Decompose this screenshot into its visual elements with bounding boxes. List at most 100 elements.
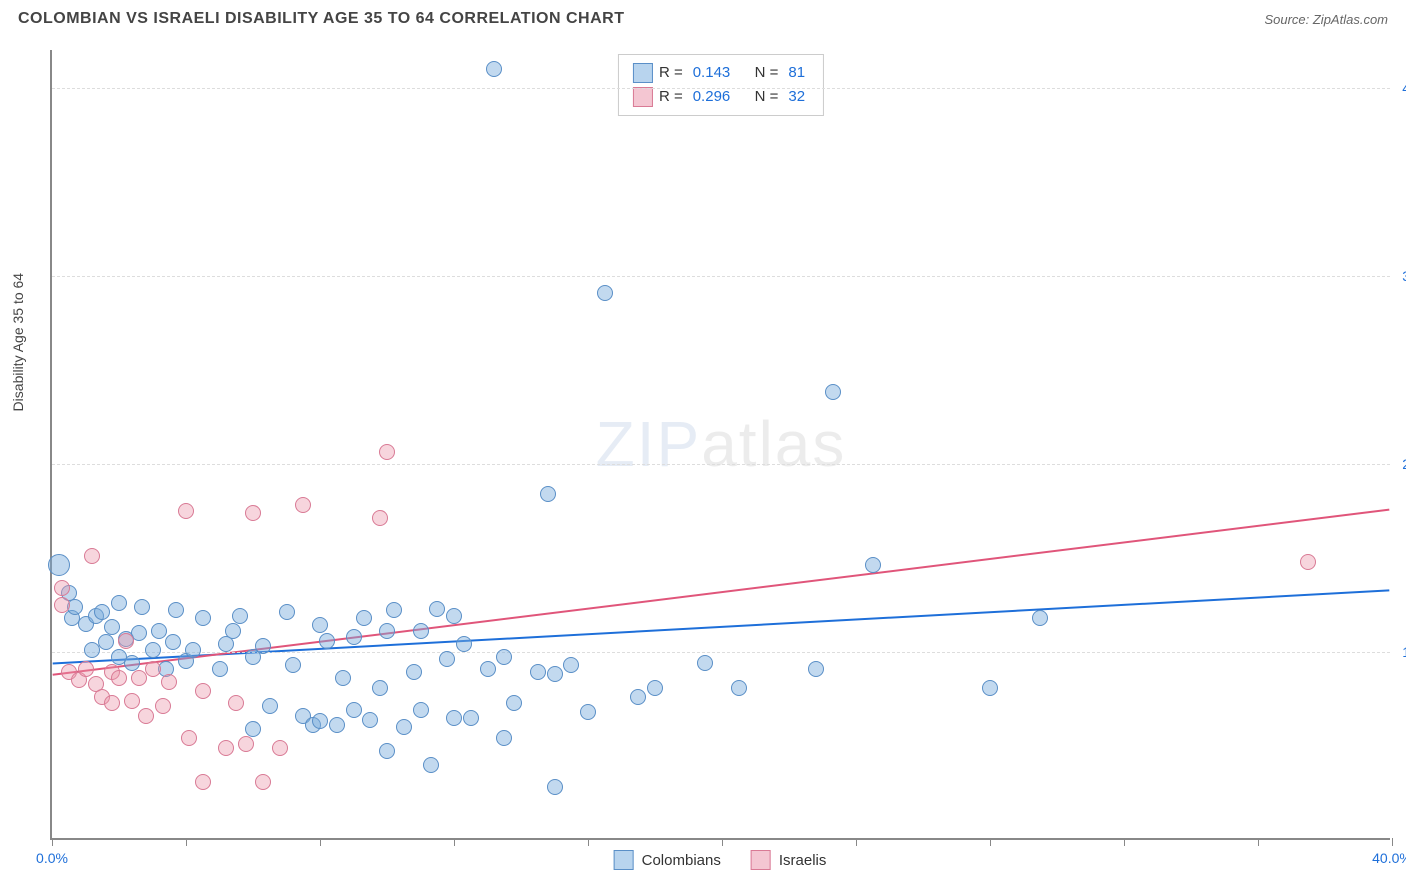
data-point	[346, 629, 362, 645]
data-point	[124, 693, 140, 709]
trend-lines	[52, 50, 1390, 838]
data-point	[356, 610, 372, 626]
data-point	[178, 503, 194, 519]
data-point	[429, 601, 445, 617]
data-point	[279, 604, 295, 620]
data-point	[168, 602, 184, 618]
data-point	[84, 548, 100, 564]
data-point	[145, 661, 161, 677]
chart-title: COLOMBIAN VS ISRAELI DISABILITY AGE 35 T…	[18, 10, 624, 28]
data-point	[630, 689, 646, 705]
xtick-label: 40.0%	[1372, 850, 1406, 866]
xtick	[52, 838, 53, 846]
data-point	[225, 623, 241, 639]
data-point	[67, 599, 83, 615]
data-point	[145, 642, 161, 658]
data-point	[446, 710, 462, 726]
data-point	[218, 740, 234, 756]
data-point	[647, 680, 663, 696]
data-point	[48, 554, 70, 576]
data-point	[78, 661, 94, 677]
data-point	[496, 649, 512, 665]
data-point	[285, 657, 301, 673]
data-point	[165, 634, 181, 650]
data-point	[456, 636, 472, 652]
data-point	[312, 713, 328, 729]
xtick	[722, 838, 723, 846]
data-point	[195, 683, 211, 699]
legend-label: Colombians	[642, 852, 721, 869]
ytick-label: 10.0%	[1402, 644, 1406, 660]
ytick-label: 20.0%	[1402, 456, 1406, 472]
data-point	[346, 702, 362, 718]
data-point	[181, 730, 197, 746]
data-point	[161, 674, 177, 690]
data-point	[104, 619, 120, 635]
data-point	[413, 623, 429, 639]
data-point	[865, 557, 881, 573]
legend-item: Colombians	[614, 850, 721, 870]
legend-label: Israelis	[779, 852, 827, 869]
data-point	[379, 444, 395, 460]
stats-legend: R =0.143 N =81R =0.296 N =32	[618, 54, 824, 116]
stat-r-value: 0.143	[693, 61, 731, 85]
data-point	[547, 779, 563, 795]
data-point	[731, 680, 747, 696]
data-point	[563, 657, 579, 673]
data-point	[982, 680, 998, 696]
data-point	[329, 717, 345, 733]
data-point	[379, 743, 395, 759]
y-axis-label: Disability Age 35 to 64	[10, 273, 26, 412]
data-point	[98, 634, 114, 650]
data-point	[506, 695, 522, 711]
xtick	[1392, 838, 1393, 846]
data-point	[312, 617, 328, 633]
data-point	[379, 623, 395, 639]
stat-r-label: R =	[659, 61, 683, 85]
data-point	[406, 664, 422, 680]
data-point	[111, 595, 127, 611]
data-point	[697, 655, 713, 671]
data-point	[496, 730, 512, 746]
legend-swatch	[614, 850, 634, 870]
data-point	[372, 680, 388, 696]
legend-swatch	[633, 63, 653, 83]
xtick	[990, 838, 991, 846]
data-point	[118, 633, 134, 649]
data-point	[255, 638, 271, 654]
data-point	[547, 666, 563, 682]
data-point	[295, 497, 311, 513]
data-point	[446, 608, 462, 624]
gridline	[52, 276, 1390, 277]
plot-area: ZIPatlas R =0.143 N =81R =0.296 N =32 10…	[50, 50, 1390, 840]
data-point	[245, 721, 261, 737]
series-legend: Colombians Israelis	[614, 850, 827, 870]
data-point	[111, 670, 127, 686]
xtick	[588, 838, 589, 846]
data-point	[597, 285, 613, 301]
legend-item: Israelis	[751, 850, 827, 870]
data-point	[195, 774, 211, 790]
data-point	[372, 510, 388, 526]
data-point	[1300, 554, 1316, 570]
xtick-label: 0.0%	[36, 850, 68, 866]
data-point	[413, 702, 429, 718]
data-point	[228, 695, 244, 711]
xtick	[1124, 838, 1125, 846]
data-point	[155, 698, 171, 714]
data-point	[104, 695, 120, 711]
data-point	[335, 670, 351, 686]
data-point	[486, 61, 502, 77]
data-point	[580, 704, 596, 720]
data-point	[255, 774, 271, 790]
data-point	[54, 580, 70, 596]
source-label: Source: ZipAtlas.com	[1264, 12, 1388, 27]
data-point	[825, 384, 841, 400]
legend-swatch	[633, 87, 653, 107]
legend-row: R =0.143 N =81	[633, 61, 809, 85]
data-point	[396, 719, 412, 735]
data-point	[272, 740, 288, 756]
data-point	[232, 608, 248, 624]
data-point	[386, 602, 402, 618]
data-point	[540, 486, 556, 502]
